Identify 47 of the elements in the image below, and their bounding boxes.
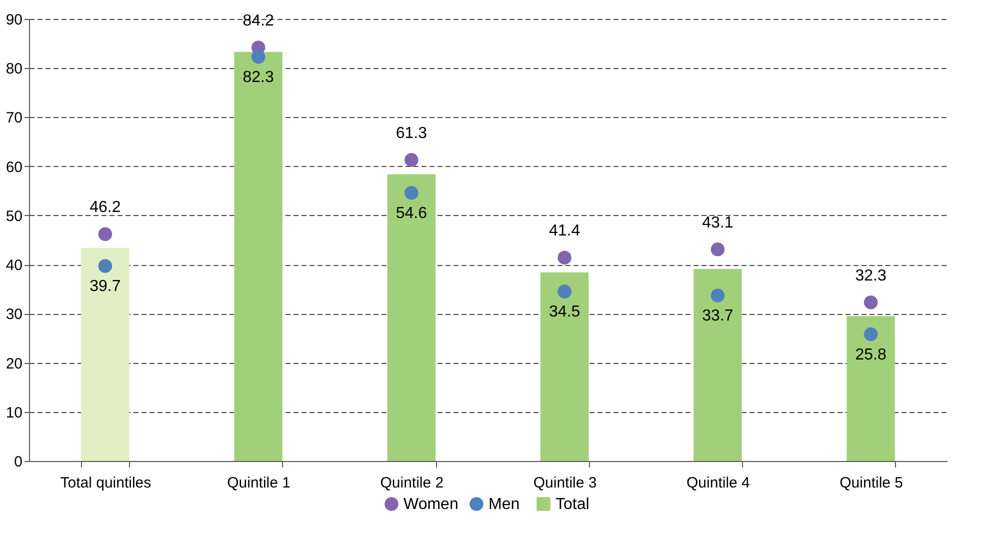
y-tick-label: 70 xyxy=(6,110,22,127)
y-tick-label: 60 xyxy=(6,158,22,176)
data-label: 39.7 xyxy=(90,278,121,296)
point xyxy=(558,284,572,298)
point xyxy=(558,250,572,265)
data-label: 46.2 xyxy=(90,199,121,216)
data-label: 43.1 xyxy=(702,214,734,232)
point xyxy=(710,288,725,302)
y-tick-label: 20 xyxy=(6,355,22,372)
data-label: 82.3 xyxy=(242,68,274,86)
bar xyxy=(387,174,436,461)
x-tick-label: Total quintiles xyxy=(60,474,152,492)
point xyxy=(710,242,725,256)
bar xyxy=(81,248,130,461)
data-label: 34.5 xyxy=(548,304,580,321)
point xyxy=(98,259,112,273)
y-tick-label: 10 xyxy=(6,404,22,422)
y-tick-label: 0 xyxy=(14,454,22,470)
bar xyxy=(540,272,589,461)
point xyxy=(864,295,878,310)
point xyxy=(864,327,878,342)
bar xyxy=(234,52,282,461)
y-tick-label: 30 xyxy=(6,306,22,324)
data-label: 32.3 xyxy=(855,267,886,284)
point xyxy=(98,227,112,241)
legend-label: Men xyxy=(488,496,520,513)
x-tick-label: Quintile 4 xyxy=(686,474,750,492)
legend-label: Total xyxy=(556,496,590,513)
data-label: 61.3 xyxy=(396,124,428,142)
y-tick-label: 50 xyxy=(6,208,22,225)
x-tick-label: Quintile 5 xyxy=(840,474,904,492)
data-label: 33.7 xyxy=(702,307,734,324)
x-tick-label: Quintile 3 xyxy=(533,474,597,492)
x-tick-label: Quintile 1 xyxy=(227,474,290,492)
bar xyxy=(694,268,742,461)
legend-label: Women xyxy=(404,496,458,513)
point xyxy=(251,50,266,64)
data-label: 41.4 xyxy=(548,222,580,240)
point xyxy=(404,153,418,167)
data-label: 25.8 xyxy=(855,346,886,364)
point xyxy=(404,186,418,200)
y-tick-label: 40 xyxy=(6,257,22,274)
x-tick-label: Quintile 2 xyxy=(380,474,444,492)
y-tick-label: 80 xyxy=(6,60,22,78)
data-label: 54.6 xyxy=(396,204,428,222)
bar xyxy=(846,316,895,461)
y-tick-label: 90 xyxy=(6,12,22,28)
